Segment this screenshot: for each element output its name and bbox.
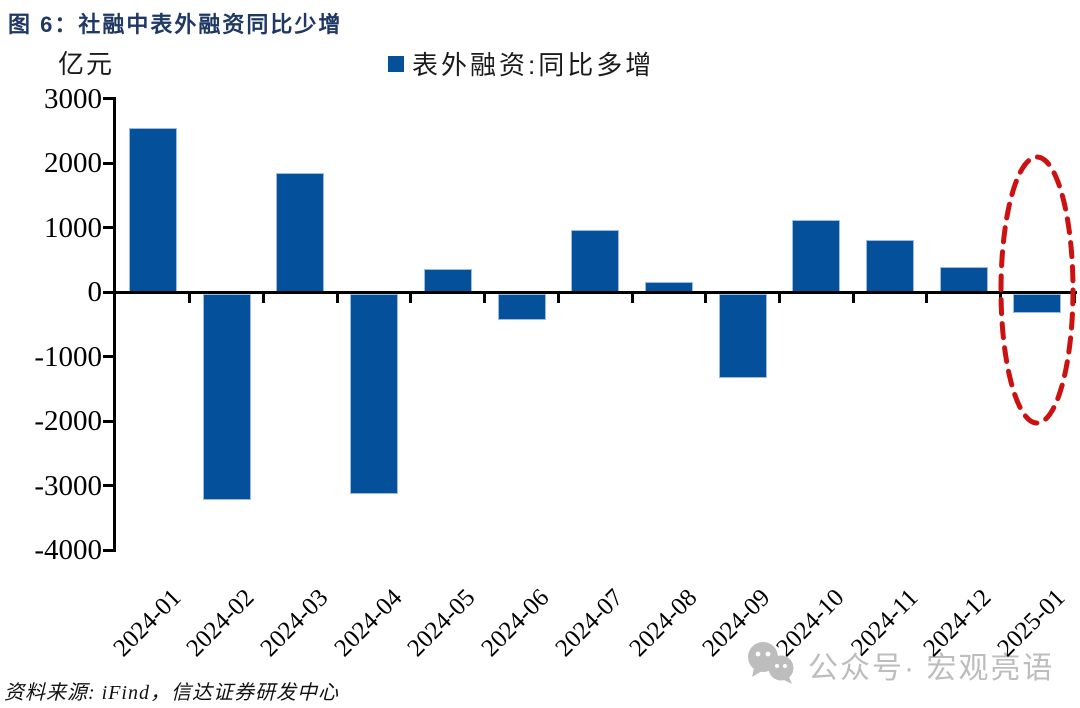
y-tick-mark [103, 419, 113, 423]
x-tick-label-2024-01: 2024-01 [108, 584, 187, 663]
x-tick-mark [851, 294, 855, 303]
y-tick-mark [103, 161, 113, 165]
bar-2024-02 [202, 294, 251, 501]
watermark: 公众号· 宏观亮语 [746, 640, 1054, 690]
x-tick-label-2024-08: 2024-08 [623, 584, 702, 663]
y-tick-label: -2000 [34, 405, 102, 437]
source-note: 资料来源: iFind，信达证券研发中心 [4, 682, 339, 704]
chart-title: 图 6：社融中表外融资同比少增 [8, 12, 343, 37]
y-axis-unit-label: 亿元 [58, 49, 115, 79]
bar-2024-12 [939, 267, 988, 292]
x-tick-label-2024-03: 2024-03 [255, 584, 334, 663]
x-tick-label-2024-07: 2024-07 [550, 584, 629, 663]
watermark-text: 公众号· 宏观亮语 [808, 652, 1055, 685]
bar-2025-01 [1013, 294, 1062, 313]
x-tick-mark [335, 294, 339, 303]
wechat-icon [748, 642, 794, 684]
x-tick-mark [925, 294, 929, 303]
x-tick-mark [704, 294, 708, 303]
y-tick-label: 3000 [44, 82, 102, 115]
x-tick-mark [409, 294, 413, 303]
legend-marker-square [388, 56, 404, 72]
y-axis-line [113, 97, 116, 552]
bar-2024-09 [718, 294, 767, 379]
x-tick-label-2024-05: 2024-05 [402, 584, 481, 663]
y-tick-mark [103, 548, 113, 552]
legend: 表外融资:同比多增 [388, 48, 654, 80]
legend-label: 表外融资:同比多增 [412, 49, 655, 80]
x-tick-mark [630, 294, 634, 303]
x-axis-line [111, 291, 1077, 294]
x-tick-label-2024-06: 2024-06 [476, 584, 555, 663]
x-tick-mark [483, 294, 487, 303]
y-tick-mark [103, 484, 113, 487]
bar-2024-07 [571, 230, 620, 292]
x-tick-mark [556, 294, 560, 303]
bar-2024-11 [866, 239, 914, 292]
x-tick-mark [262, 294, 266, 303]
y-tick-label: -4000 [34, 534, 102, 566]
highlight-ellipse [998, 154, 1076, 426]
bar-2024-10 [792, 219, 841, 292]
y-tick-label: -1000 [34, 340, 102, 373]
x-tick-label-2024-02: 2024-02 [181, 584, 260, 663]
x-tick-mark [777, 294, 781, 303]
y-tick-label: 0 [87, 276, 103, 308]
x-tick-label-2024-04: 2024-04 [329, 584, 408, 663]
y-tick-label: 1000 [44, 211, 102, 244]
bar-2024-01 [129, 127, 177, 292]
bar-2024-03 [276, 172, 325, 292]
y-tick-mark [103, 355, 113, 358]
bar-2024-06 [497, 294, 546, 320]
bar-2024-05 [423, 269, 472, 292]
y-tick-mark [103, 290, 113, 294]
y-tick-label: -3000 [34, 469, 102, 502]
bar-2024-04 [350, 294, 399, 494]
y-tick-label: 2000 [44, 147, 102, 179]
x-tick-mark [188, 294, 192, 303]
y-tick-mark [103, 97, 113, 100]
y-tick-mark [103, 226, 113, 229]
